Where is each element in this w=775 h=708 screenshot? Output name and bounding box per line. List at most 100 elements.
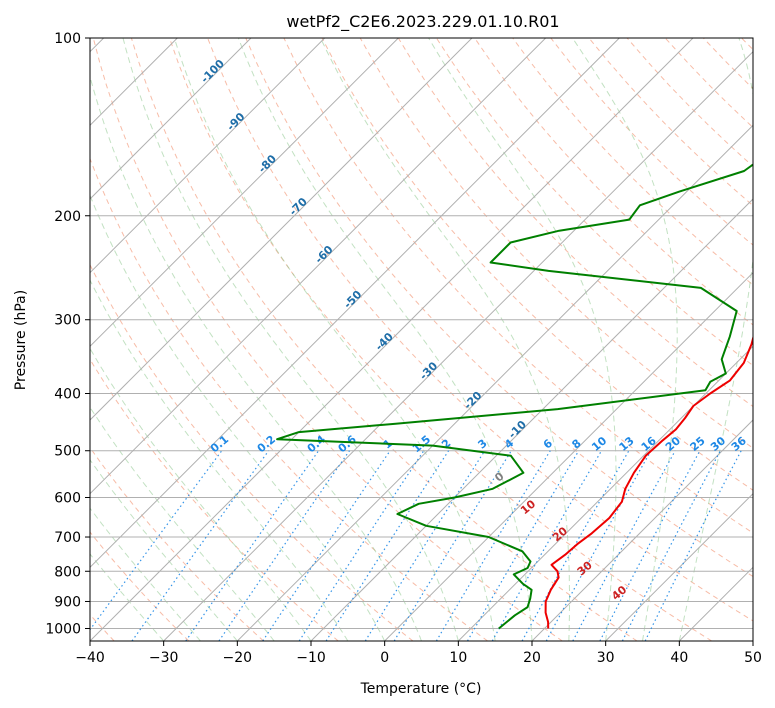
mixing-ratio-label: 3 [475, 437, 489, 452]
moist-adiabats [90, 38, 753, 641]
dry-adiabat [741, 38, 753, 51]
dry-adiabat [90, 358, 339, 641]
moist-adiabat [90, 279, 349, 641]
mixing-ratio-line [218, 450, 350, 641]
mixing-ratio-lines [90, 450, 742, 641]
moist-adiabat [90, 347, 312, 641]
mixing-ratio-line [644, 450, 742, 641]
moist-adiabat [572, 38, 678, 641]
plot-frame [89, 37, 754, 642]
dry-adiabat [90, 531, 190, 641]
moist-adiabat [173, 38, 496, 641]
profile-lines [276, 163, 753, 630]
isotherm [531, 419, 753, 641]
mixing-ratio-label: 0.6 [336, 433, 360, 456]
x-tick-label: 20 [523, 650, 541, 666]
isotherm-label: -20 [461, 389, 484, 412]
moist-adiabat [237, 38, 533, 641]
dry-adiabat [397, 38, 753, 408]
y-tick-label: 300 [54, 313, 81, 329]
dry-adiabat [90, 446, 264, 641]
moist-adiabat [90, 553, 165, 641]
moist-adiabat-label: 10 [518, 497, 538, 517]
dewpoint-line [276, 163, 753, 630]
mixing-ratio-label: 0.4 [305, 433, 329, 456]
mixing-ratio-line [185, 450, 320, 641]
dry-adiabat [550, 38, 753, 246]
isotherm [236, 124, 753, 641]
isotherm [384, 271, 753, 641]
x-tick-label: −40 [75, 650, 105, 666]
x-tick-label: 30 [597, 650, 615, 666]
moist-adiabat [90, 194, 386, 641]
x-axis: −40 −30 −20 −10 0 10 20 30 40 50 [75, 641, 762, 666]
x-tick-label: 0 [380, 650, 389, 666]
isotherm [90, 38, 473, 421]
isotherm [90, 38, 547, 495]
moist-adiabat [122, 38, 459, 641]
y-tick-label: 1000 [45, 621, 81, 637]
isotherm [90, 38, 694, 641]
dry-adiabat [474, 38, 753, 326]
x-axis-label: Temperature (°C) [360, 681, 482, 697]
isotherm [457, 345, 753, 641]
dry-adiabat [92, 38, 563, 641]
moist-adiabat [90, 507, 201, 641]
mixing-ratio-label: 2 [439, 437, 453, 452]
dry-adiabat [245, 38, 753, 578]
y-tick-label: 800 [54, 564, 81, 580]
isotherm [90, 38, 399, 348]
mixing-ratio-line [298, 450, 425, 641]
y-tick-label: 500 [54, 444, 81, 460]
isotherm [605, 492, 753, 641]
x-tick-label: −20 [223, 650, 253, 666]
mixing-ratio-line [435, 450, 551, 641]
moist-adiabat [90, 458, 238, 641]
dry-adiabat [512, 38, 753, 286]
isotherm-label: -60 [312, 243, 335, 266]
y-tick-label: 400 [54, 387, 81, 403]
x-tick-label: 10 [449, 650, 467, 666]
moist-adiabat [428, 38, 617, 641]
isotherm-label: -90 [224, 110, 247, 133]
x-tick-label: −10 [296, 650, 326, 666]
isotherms [90, 38, 753, 641]
mixing-ratio-label: 0.1 [208, 433, 231, 455]
isotherm-label: -10 [506, 418, 529, 441]
mixing-ratio-label: 8 [569, 437, 583, 452]
moist-adiabat [320, 38, 570, 641]
mixing-ratio-line [131, 450, 270, 641]
chart-title: wetPf2_C2E6.2023.229.01.10.R01 [286, 12, 559, 32]
isotherm [90, 38, 620, 569]
mixing-ratio-line [572, 450, 676, 641]
y-tick-label: 100 [54, 31, 81, 47]
y-axis: 100 200 300 400 500 600 700 800 900 1000 [45, 31, 90, 637]
mixing-ratio-line [393, 450, 512, 641]
isotherm-label: -70 [287, 195, 310, 218]
isotherm-label: -80 [256, 152, 279, 175]
x-tick-label: −30 [149, 650, 179, 666]
temperature-line [544, 334, 753, 629]
x-tick-label: 40 [670, 650, 688, 666]
y-axis-label: Pressure (hPa) [13, 290, 29, 390]
plot-area: 0.1 0.2 0.4 0.6 1 1.5 2 3 4 6 8 10 13 16 20 25 30 36-100-… [90, 38, 753, 641]
mixing-ratio-line [599, 450, 701, 641]
dry-adiabat [702, 38, 753, 90]
mixing-ratio-line [545, 450, 652, 641]
isotherm [310, 198, 753, 641]
isotherm-label: -50 [341, 288, 364, 311]
dry-adiabat [664, 38, 753, 129]
dry-adiabat [90, 263, 414, 641]
x-tick-label: 50 [744, 650, 762, 666]
y-tick-label: 700 [54, 530, 81, 546]
mixing-ratio-line [262, 450, 391, 641]
mixing-ratio-line [90, 450, 223, 631]
mixing-ratio-line [364, 450, 486, 641]
moist-adiabat [90, 74, 422, 641]
dry-adiabat [588, 38, 753, 207]
dry-adiabat [169, 38, 712, 641]
isotherm-label: -40 [373, 330, 396, 353]
isotherm [90, 38, 326, 274]
mixing-ratio-line [325, 450, 450, 641]
